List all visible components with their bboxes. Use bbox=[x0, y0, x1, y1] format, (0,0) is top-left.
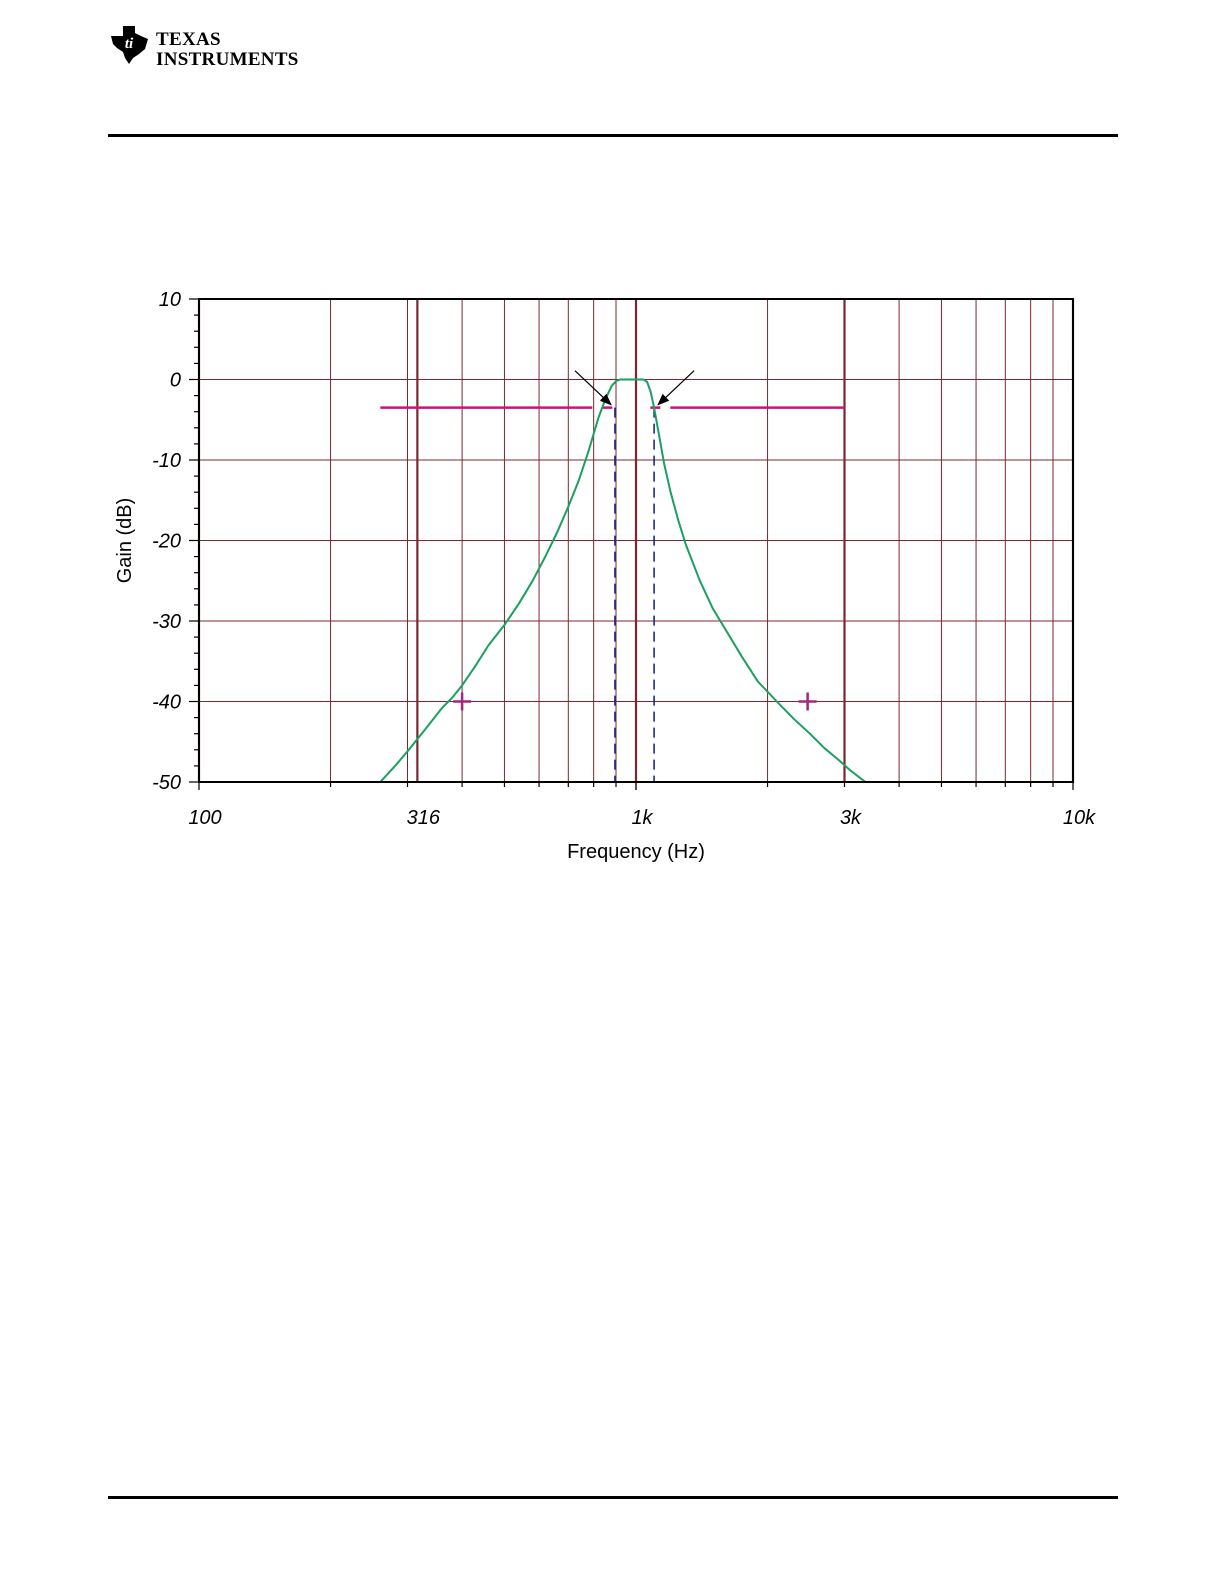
x-tick-label: 100 bbox=[188, 807, 221, 829]
grid bbox=[197, 298, 1075, 783]
response-curve bbox=[379, 378, 867, 783]
y-tick-label: 0 bbox=[170, 370, 181, 392]
series-line bbox=[379, 378, 867, 783]
markers bbox=[453, 692, 817, 711]
ti-state-icon: ti bbox=[111, 26, 148, 64]
x-tick-label: 316 bbox=[407, 807, 441, 829]
arrows bbox=[574, 370, 695, 406]
plus-marker bbox=[453, 692, 472, 711]
y-tick-label: -30 bbox=[152, 611, 181, 633]
header-rule bbox=[108, 134, 1118, 137]
svg-text:ti: ti bbox=[125, 36, 134, 52]
texas-instruments-logo: ti Texas Instruments bbox=[108, 24, 308, 74]
y-tick-label: -50 bbox=[152, 772, 181, 794]
x-tick-label: 10k bbox=[1063, 807, 1096, 829]
x-tick-label: 3k bbox=[840, 807, 862, 829]
brand-line2: Instruments bbox=[156, 49, 299, 70]
cutoff-lines bbox=[614, 407, 655, 782]
y-tick-label: -40 bbox=[152, 692, 181, 714]
brand-line1: Texas bbox=[156, 29, 221, 50]
plus-marker bbox=[798, 692, 817, 711]
annotation-arrow bbox=[657, 370, 695, 406]
x-tick-label: 1k bbox=[631, 807, 653, 829]
y-tick-label: -10 bbox=[152, 450, 181, 472]
y-axis-label: Gain (dB) bbox=[114, 498, 136, 584]
annotation-arrow bbox=[574, 370, 612, 406]
axes bbox=[189, 298, 1074, 790]
y-tick-label: -20 bbox=[152, 531, 181, 553]
footer-rule bbox=[108, 1496, 1118, 1499]
x-axis-label: Frequency (Hz) bbox=[567, 841, 705, 863]
y-tick-label: 10 bbox=[159, 289, 181, 311]
